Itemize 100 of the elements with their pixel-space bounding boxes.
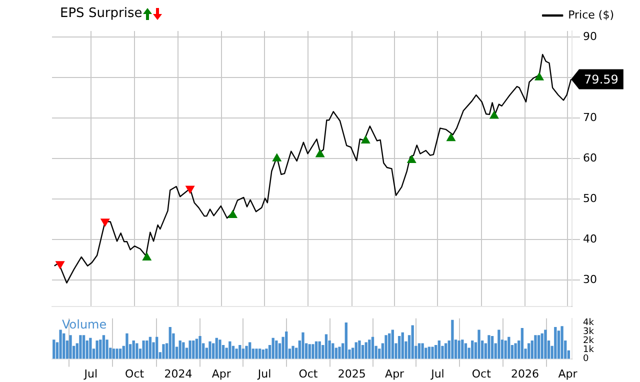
bar: [116, 348, 118, 359]
bar: [59, 330, 62, 359]
y-tick-label: 70: [583, 110, 597, 124]
bar: [302, 332, 304, 359]
y-tick-label: 30: [583, 272, 597, 286]
bar: [52, 340, 56, 359]
bar: [338, 346, 341, 359]
legend-title: EPS Surprise: [60, 6, 142, 21]
bar: [504, 340, 507, 359]
bar: [464, 343, 468, 359]
bar: [238, 345, 242, 359]
x-tick-label: Jul: [256, 367, 272, 380]
bar: [391, 330, 394, 359]
bar: [232, 346, 235, 359]
bar: [308, 344, 311, 359]
y-tick-label: 0: [583, 354, 589, 364]
bar: [490, 336, 494, 359]
bar: [388, 333, 391, 359]
point: [361, 136, 370, 144]
bar: [126, 333, 128, 359]
bar: [488, 335, 490, 359]
bar: [192, 340, 195, 359]
bar: [544, 330, 547, 359]
bar: [312, 344, 314, 359]
bar: [168, 327, 172, 359]
bar: [242, 348, 245, 359]
bar: [471, 340, 474, 359]
x-tick-label: Oct: [472, 367, 492, 380]
x-tick-label: Apr: [385, 367, 405, 380]
x-tick-label: Oct: [298, 367, 318, 380]
bar: [245, 346, 248, 359]
bar: [96, 340, 98, 359]
bar: [258, 348, 262, 359]
bar: [228, 341, 232, 359]
bar: [182, 342, 185, 359]
bar: [146, 340, 148, 359]
bar: [371, 336, 374, 359]
bar: [235, 348, 238, 359]
bar: [527, 343, 530, 359]
bar: [520, 328, 524, 359]
y-tick-label: 50: [583, 192, 597, 205]
bar: [364, 342, 368, 359]
bar: [368, 340, 371, 359]
bar: [444, 343, 448, 359]
bar: [478, 330, 480, 359]
bar: [534, 335, 537, 359]
bar: [514, 343, 517, 359]
y-tick-label: 1k: [583, 345, 595, 356]
series-label: Volume: [62, 318, 107, 332]
bar: [89, 338, 92, 359]
point: [316, 150, 324, 158]
x-tick-label: 2024: [164, 367, 192, 380]
bar: [292, 346, 294, 359]
point: [407, 155, 416, 163]
y-tick-label: 60: [583, 151, 597, 164]
bar: [508, 336, 510, 359]
bar: [262, 349, 264, 359]
bar: [275, 340, 278, 359]
bar: [285, 332, 288, 359]
bar: [136, 343, 138, 359]
bar: [69, 335, 72, 359]
bar: [188, 340, 192, 359]
bar: [314, 341, 318, 359]
point: [272, 154, 282, 162]
bar: [451, 320, 454, 359]
point: [228, 210, 238, 218]
bar: [255, 348, 258, 359]
x-tick-label: Jul: [430, 367, 444, 380]
bar: [82, 335, 86, 359]
x-tick-label: Apr: [558, 367, 578, 380]
bar: [384, 335, 388, 359]
bar: [401, 332, 404, 359]
bar: [195, 338, 198, 359]
bar: [112, 348, 116, 359]
bar: [438, 340, 440, 359]
bar: [560, 326, 564, 359]
point: [142, 252, 152, 261]
y-tick-label: 90: [583, 30, 597, 43]
bar: [132, 340, 135, 359]
bar: [318, 341, 321, 359]
bar: [178, 340, 182, 359]
bar: [554, 327, 557, 359]
bar: [162, 344, 165, 359]
bar: [461, 340, 464, 359]
bar: [354, 342, 358, 359]
bar: [79, 335, 82, 359]
bar: [428, 346, 431, 359]
point: [534, 72, 544, 80]
bar: [540, 333, 544, 359]
bar: [62, 333, 66, 359]
y-tick-label: 4k: [583, 318, 595, 328]
y-tick-label: 2k: [583, 336, 595, 346]
x-tick-label: Apr: [212, 367, 232, 380]
x-tick-label: Jul: [83, 367, 98, 380]
bar: [118, 348, 122, 359]
point: [446, 133, 456, 142]
x-tick-label: 2026: [511, 367, 540, 380]
bar: [358, 340, 361, 359]
bar: [458, 340, 460, 359]
bar: [102, 335, 106, 359]
